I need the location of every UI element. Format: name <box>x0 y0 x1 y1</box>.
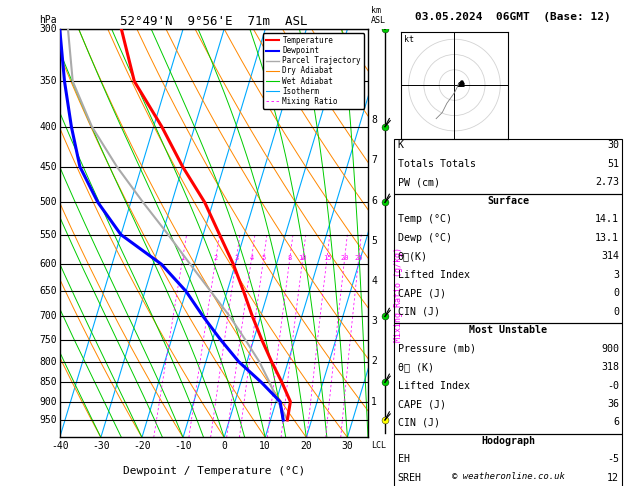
Text: 10: 10 <box>299 256 307 261</box>
Text: 14.1: 14.1 <box>595 214 619 225</box>
Text: CAPE (J): CAPE (J) <box>398 399 445 409</box>
Text: Pressure (mb): Pressure (mb) <box>398 344 476 354</box>
Text: CIN (J): CIN (J) <box>398 307 440 317</box>
Text: Totals Totals: Totals Totals <box>398 159 476 169</box>
Text: θᴇ (K): θᴇ (K) <box>398 362 433 372</box>
Text: 8: 8 <box>287 256 292 261</box>
Text: -30: -30 <box>92 441 109 451</box>
Text: 20: 20 <box>340 256 349 261</box>
Text: 15: 15 <box>323 256 331 261</box>
Text: 51: 51 <box>607 159 619 169</box>
Text: hPa: hPa <box>39 15 57 25</box>
Text: 314: 314 <box>601 251 619 261</box>
Text: km
ASL: km ASL <box>371 6 386 25</box>
Text: 30: 30 <box>342 441 353 451</box>
Text: 4: 4 <box>250 256 253 261</box>
Text: K: K <box>398 140 404 151</box>
Text: 900: 900 <box>39 397 57 407</box>
Text: kt: kt <box>404 35 414 44</box>
Text: 30: 30 <box>607 140 619 151</box>
Text: 800: 800 <box>39 357 57 367</box>
Text: 7: 7 <box>371 156 377 165</box>
Text: 2.73: 2.73 <box>595 177 619 188</box>
Text: 600: 600 <box>39 259 57 269</box>
Text: Surface: Surface <box>487 196 529 206</box>
Text: 8: 8 <box>371 115 377 125</box>
Text: 10: 10 <box>259 441 271 451</box>
Text: 400: 400 <box>39 122 57 132</box>
Text: Lifted Index: Lifted Index <box>398 270 469 280</box>
Text: 4: 4 <box>371 276 377 286</box>
Text: -0: -0 <box>607 381 619 391</box>
Text: CAPE (J): CAPE (J) <box>398 288 445 298</box>
Text: 03.05.2024  06GMT  (Base: 12): 03.05.2024 06GMT (Base: 12) <box>415 12 611 22</box>
Text: 318: 318 <box>601 362 619 372</box>
Text: 0: 0 <box>613 307 619 317</box>
Text: Dewp (°C): Dewp (°C) <box>398 233 452 243</box>
Text: 550: 550 <box>39 230 57 240</box>
Text: 20: 20 <box>301 441 312 451</box>
Text: Hodograph: Hodograph <box>481 436 535 446</box>
Text: 2: 2 <box>214 256 218 261</box>
Text: 5: 5 <box>262 256 265 261</box>
Text: SREH: SREH <box>398 473 421 483</box>
Text: 12: 12 <box>607 473 619 483</box>
Text: 5: 5 <box>371 236 377 246</box>
Text: 350: 350 <box>39 76 57 87</box>
Text: 1: 1 <box>371 397 377 407</box>
Text: CIN (J): CIN (J) <box>398 417 440 428</box>
Text: LCL: LCL <box>371 441 386 451</box>
Text: 0: 0 <box>613 288 619 298</box>
Text: -20: -20 <box>133 441 151 451</box>
Title: 52°49'N  9°56'E  71m  ASL: 52°49'N 9°56'E 71m ASL <box>120 15 308 28</box>
Text: -40: -40 <box>51 441 69 451</box>
Text: 300: 300 <box>39 24 57 34</box>
Text: -10: -10 <box>174 441 192 451</box>
Text: Most Unstable: Most Unstable <box>469 325 547 335</box>
Text: 3: 3 <box>613 270 619 280</box>
Text: 650: 650 <box>39 286 57 296</box>
Text: PW (cm): PW (cm) <box>398 177 440 188</box>
Text: 6: 6 <box>613 417 619 428</box>
Text: 1: 1 <box>181 256 185 261</box>
Text: © weatheronline.co.uk: © weatheronline.co.uk <box>452 472 565 481</box>
Text: 36: 36 <box>607 399 619 409</box>
Text: 13.1: 13.1 <box>595 233 619 243</box>
Text: 0: 0 <box>221 441 227 451</box>
Text: 500: 500 <box>39 197 57 208</box>
Text: 850: 850 <box>39 377 57 387</box>
Text: 450: 450 <box>39 162 57 172</box>
Text: θᴇ(K): θᴇ(K) <box>398 251 428 261</box>
Text: EH: EH <box>398 454 409 465</box>
Legend: Temperature, Dewpoint, Parcel Trajectory, Dry Adiabat, Wet Adiabat, Isotherm, Mi: Temperature, Dewpoint, Parcel Trajectory… <box>262 33 364 109</box>
Text: Lifted Index: Lifted Index <box>398 381 469 391</box>
Text: 750: 750 <box>39 335 57 345</box>
Text: -5: -5 <box>607 454 619 465</box>
Text: 950: 950 <box>39 415 57 425</box>
Text: 3: 3 <box>371 316 377 326</box>
Text: 3: 3 <box>234 256 238 261</box>
Text: 2: 2 <box>371 356 377 366</box>
Text: Dewpoint / Temperature (°C): Dewpoint / Temperature (°C) <box>123 466 305 476</box>
Text: 6: 6 <box>371 195 377 206</box>
Text: Temp (°C): Temp (°C) <box>398 214 452 225</box>
Text: Mixing Ratio (g/kg): Mixing Ratio (g/kg) <box>394 247 403 342</box>
Text: 900: 900 <box>601 344 619 354</box>
Text: 25: 25 <box>355 256 363 261</box>
Text: 700: 700 <box>39 312 57 321</box>
